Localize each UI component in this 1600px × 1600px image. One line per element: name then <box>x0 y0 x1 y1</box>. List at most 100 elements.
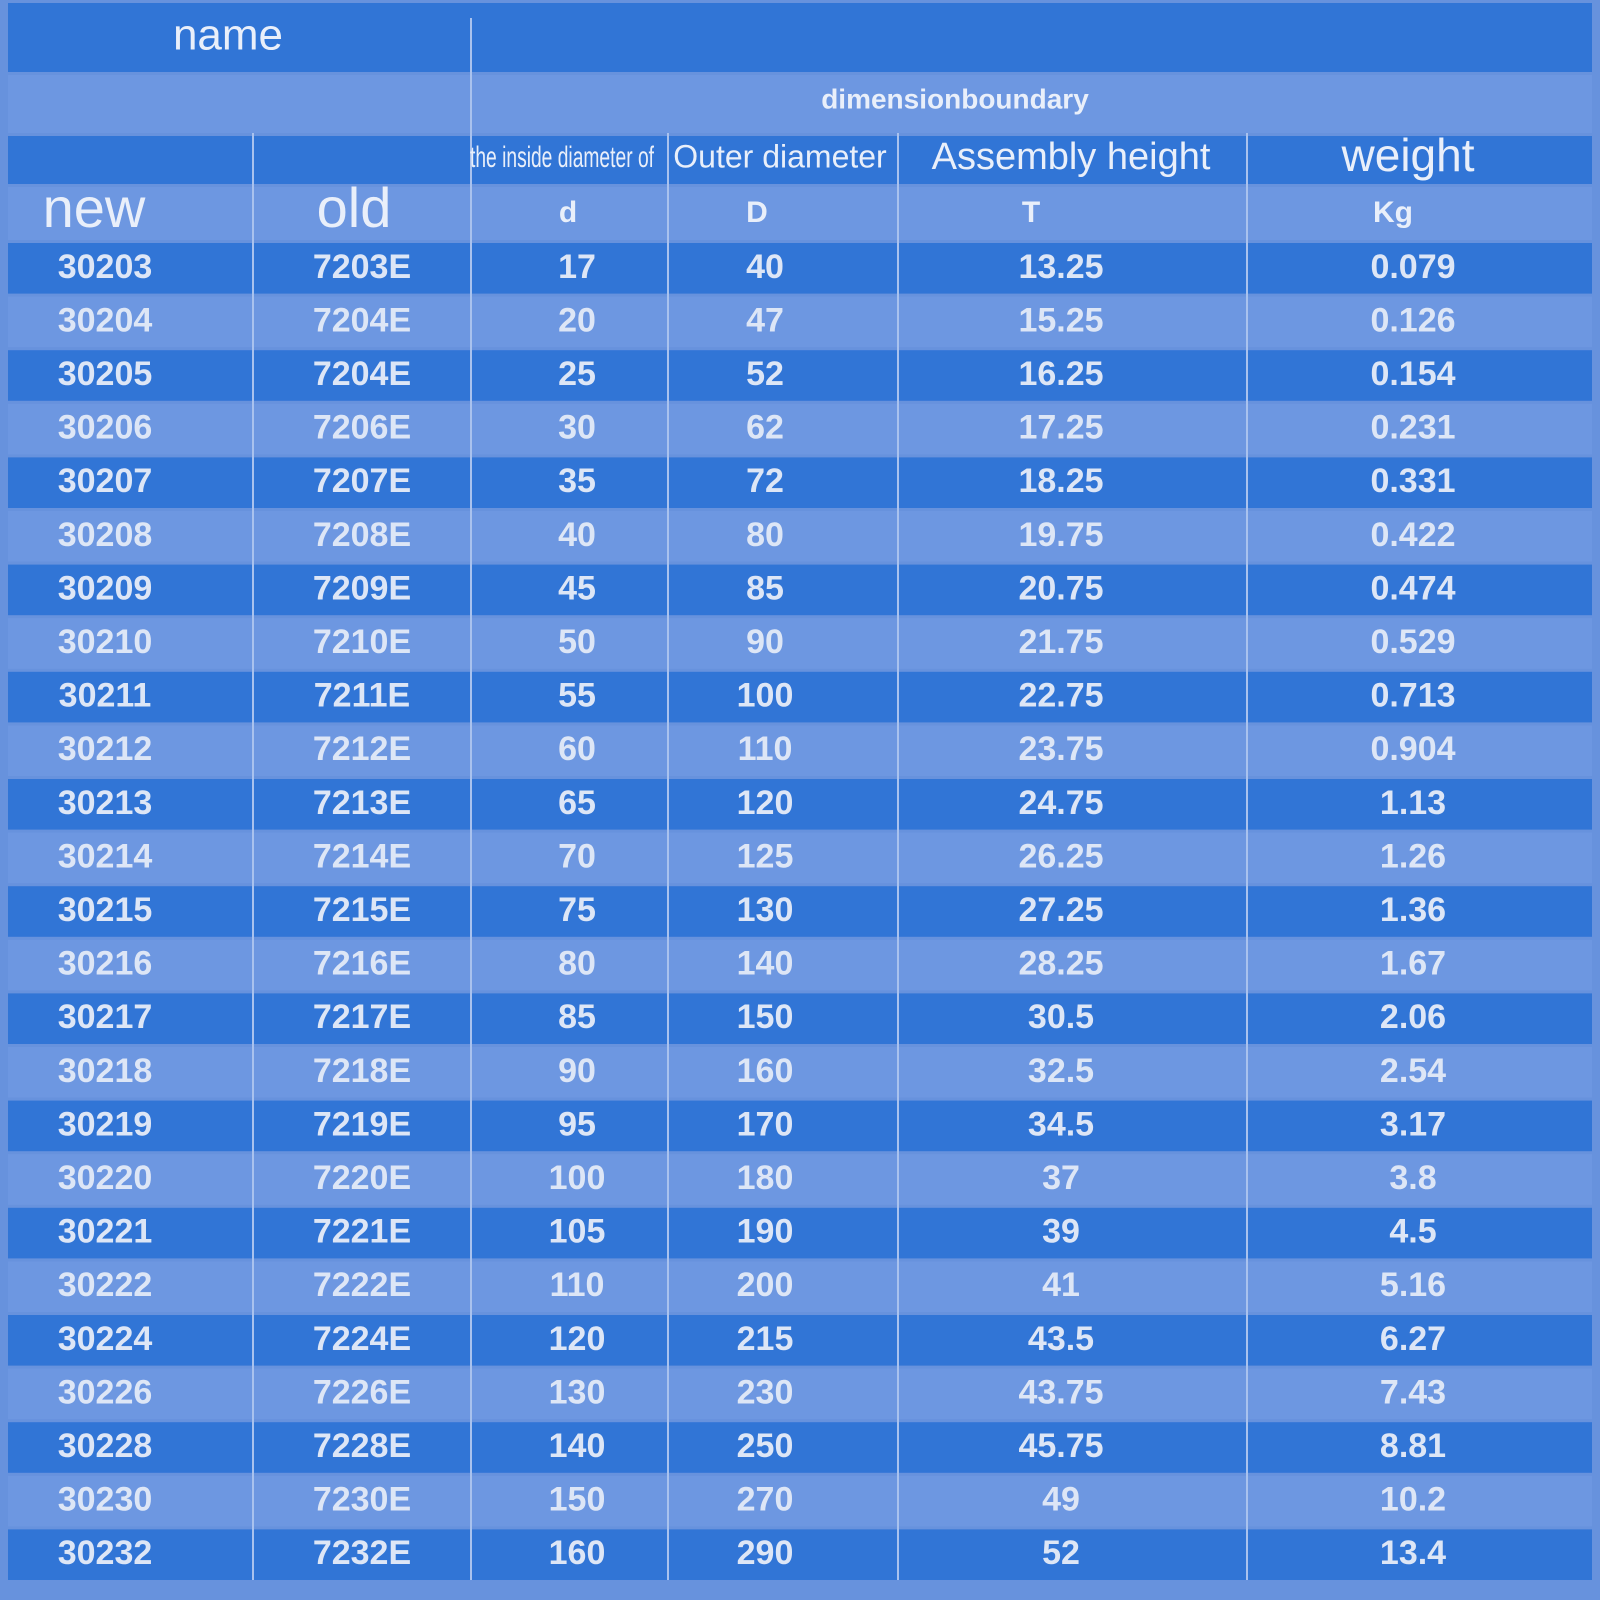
cell: 7226E <box>313 1373 411 1411</box>
column-header: Outer diameter <box>673 138 887 174</box>
cell: 80 <box>558 945 596 983</box>
cell: 7.43 <box>1380 1373 1446 1411</box>
cell: 30205 <box>58 355 153 393</box>
cell: 30224 <box>58 1320 153 1358</box>
cell: 110 <box>738 730 793 768</box>
cell: 5.16 <box>1380 1266 1446 1304</box>
cell: 30220 <box>58 1159 153 1197</box>
cell: 7204E <box>313 301 411 339</box>
cell: 49 <box>1042 1481 1080 1519</box>
cell: 215 <box>737 1320 794 1358</box>
cell: 0.126 <box>1370 301 1455 339</box>
cell: 18.25 <box>1018 462 1103 500</box>
cell: 43.5 <box>1028 1320 1094 1358</box>
cell: 30226 <box>58 1373 153 1411</box>
row-band <box>8 1475 1592 1527</box>
cell: 105 <box>549 1213 606 1251</box>
subheader: new <box>43 176 146 239</box>
cell: 30217 <box>58 998 153 1036</box>
cell: 20 <box>558 301 596 339</box>
cell: 60 <box>558 730 596 768</box>
cell: 30228 <box>58 1427 153 1465</box>
cell: 7221E <box>313 1213 411 1251</box>
cell: 26.25 <box>1018 837 1103 875</box>
cell: 7220E <box>313 1159 411 1197</box>
cell: 180 <box>737 1159 794 1197</box>
cell: 62 <box>746 409 784 447</box>
cell: 13.4 <box>1380 1534 1446 1572</box>
cell: 4.5 <box>1389 1213 1436 1251</box>
cell: 65 <box>558 784 596 822</box>
cell: 95 <box>558 1105 596 1143</box>
cell: 13.25 <box>1018 248 1103 286</box>
cell: 7212E <box>313 730 411 768</box>
header-band <box>8 136 1592 184</box>
cell: 30.5 <box>1028 998 1094 1036</box>
row-band <box>8 564 1592 616</box>
cell: 16.25 <box>1018 355 1103 393</box>
cell: 30219 <box>58 1105 153 1143</box>
cell: 40 <box>746 248 784 286</box>
row-band <box>8 1422 1592 1473</box>
cell: 41 <box>1042 1266 1080 1304</box>
cell: 30206 <box>58 409 153 447</box>
cell: 100 <box>737 677 794 715</box>
cell: 1.36 <box>1380 891 1446 929</box>
cell: 30222 <box>58 1266 153 1304</box>
row-band <box>8 243 1592 294</box>
cell: 75 <box>558 891 596 929</box>
cell: 30215 <box>58 891 153 929</box>
cell: 15.25 <box>1018 301 1103 339</box>
cell: 30216 <box>58 945 153 983</box>
cell: 0.474 <box>1370 569 1455 607</box>
cell: 72 <box>746 462 784 500</box>
row-band <box>8 993 1592 1044</box>
cell: 7203E <box>313 248 411 286</box>
cell: 30 <box>558 409 596 447</box>
group-header: dimensionboundary <box>821 83 1089 114</box>
cell: 30232 <box>58 1534 153 1572</box>
cell: 30214 <box>58 837 153 875</box>
cell: 90 <box>746 623 784 661</box>
cell: 7204E <box>313 355 411 393</box>
cell: 1.67 <box>1380 945 1446 983</box>
subheader: d <box>559 196 577 229</box>
cell: 17.25 <box>1018 409 1103 447</box>
cell: 2.54 <box>1380 1052 1446 1090</box>
cell: 160 <box>737 1052 794 1090</box>
column-header: the inside diameter of <box>470 141 654 174</box>
cell: 45 <box>558 569 596 607</box>
cell: 3.8 <box>1389 1159 1436 1197</box>
cell: 7224E <box>313 1320 411 1358</box>
cell: 28.25 <box>1018 945 1103 983</box>
cell: 0.079 <box>1370 248 1455 286</box>
cell: 7218E <box>313 1052 411 1090</box>
cell: 0.331 <box>1370 462 1455 500</box>
cell: 45.75 <box>1018 1427 1103 1465</box>
subheader: Kg <box>1373 196 1413 229</box>
header-band <box>8 3 1592 72</box>
cell: 30212 <box>58 730 153 768</box>
cell: 24.75 <box>1018 784 1103 822</box>
cell: 52 <box>746 355 784 393</box>
cell: 7207E <box>313 462 411 500</box>
cell: 21.75 <box>1018 623 1103 661</box>
cell: 70 <box>558 837 596 875</box>
row-band <box>8 671 1592 723</box>
cell: 0.529 <box>1370 623 1455 661</box>
subheader: D <box>746 196 768 229</box>
cell: 85 <box>746 569 784 607</box>
cell: 7216E <box>313 945 411 983</box>
cell: 30230 <box>58 1481 153 1519</box>
cell: 3.17 <box>1380 1105 1446 1143</box>
cell: 130 <box>737 891 794 929</box>
cell: 52 <box>1042 1534 1080 1572</box>
name-header: name <box>173 11 283 60</box>
cell: 0.713 <box>1370 677 1455 715</box>
row-band <box>8 1368 1592 1420</box>
column-header: weight <box>1341 129 1475 181</box>
cell: 7208E <box>313 516 411 554</box>
cell: 150 <box>737 998 794 1036</box>
cell: 7219E <box>313 1105 411 1143</box>
cell: 90 <box>558 1052 596 1090</box>
